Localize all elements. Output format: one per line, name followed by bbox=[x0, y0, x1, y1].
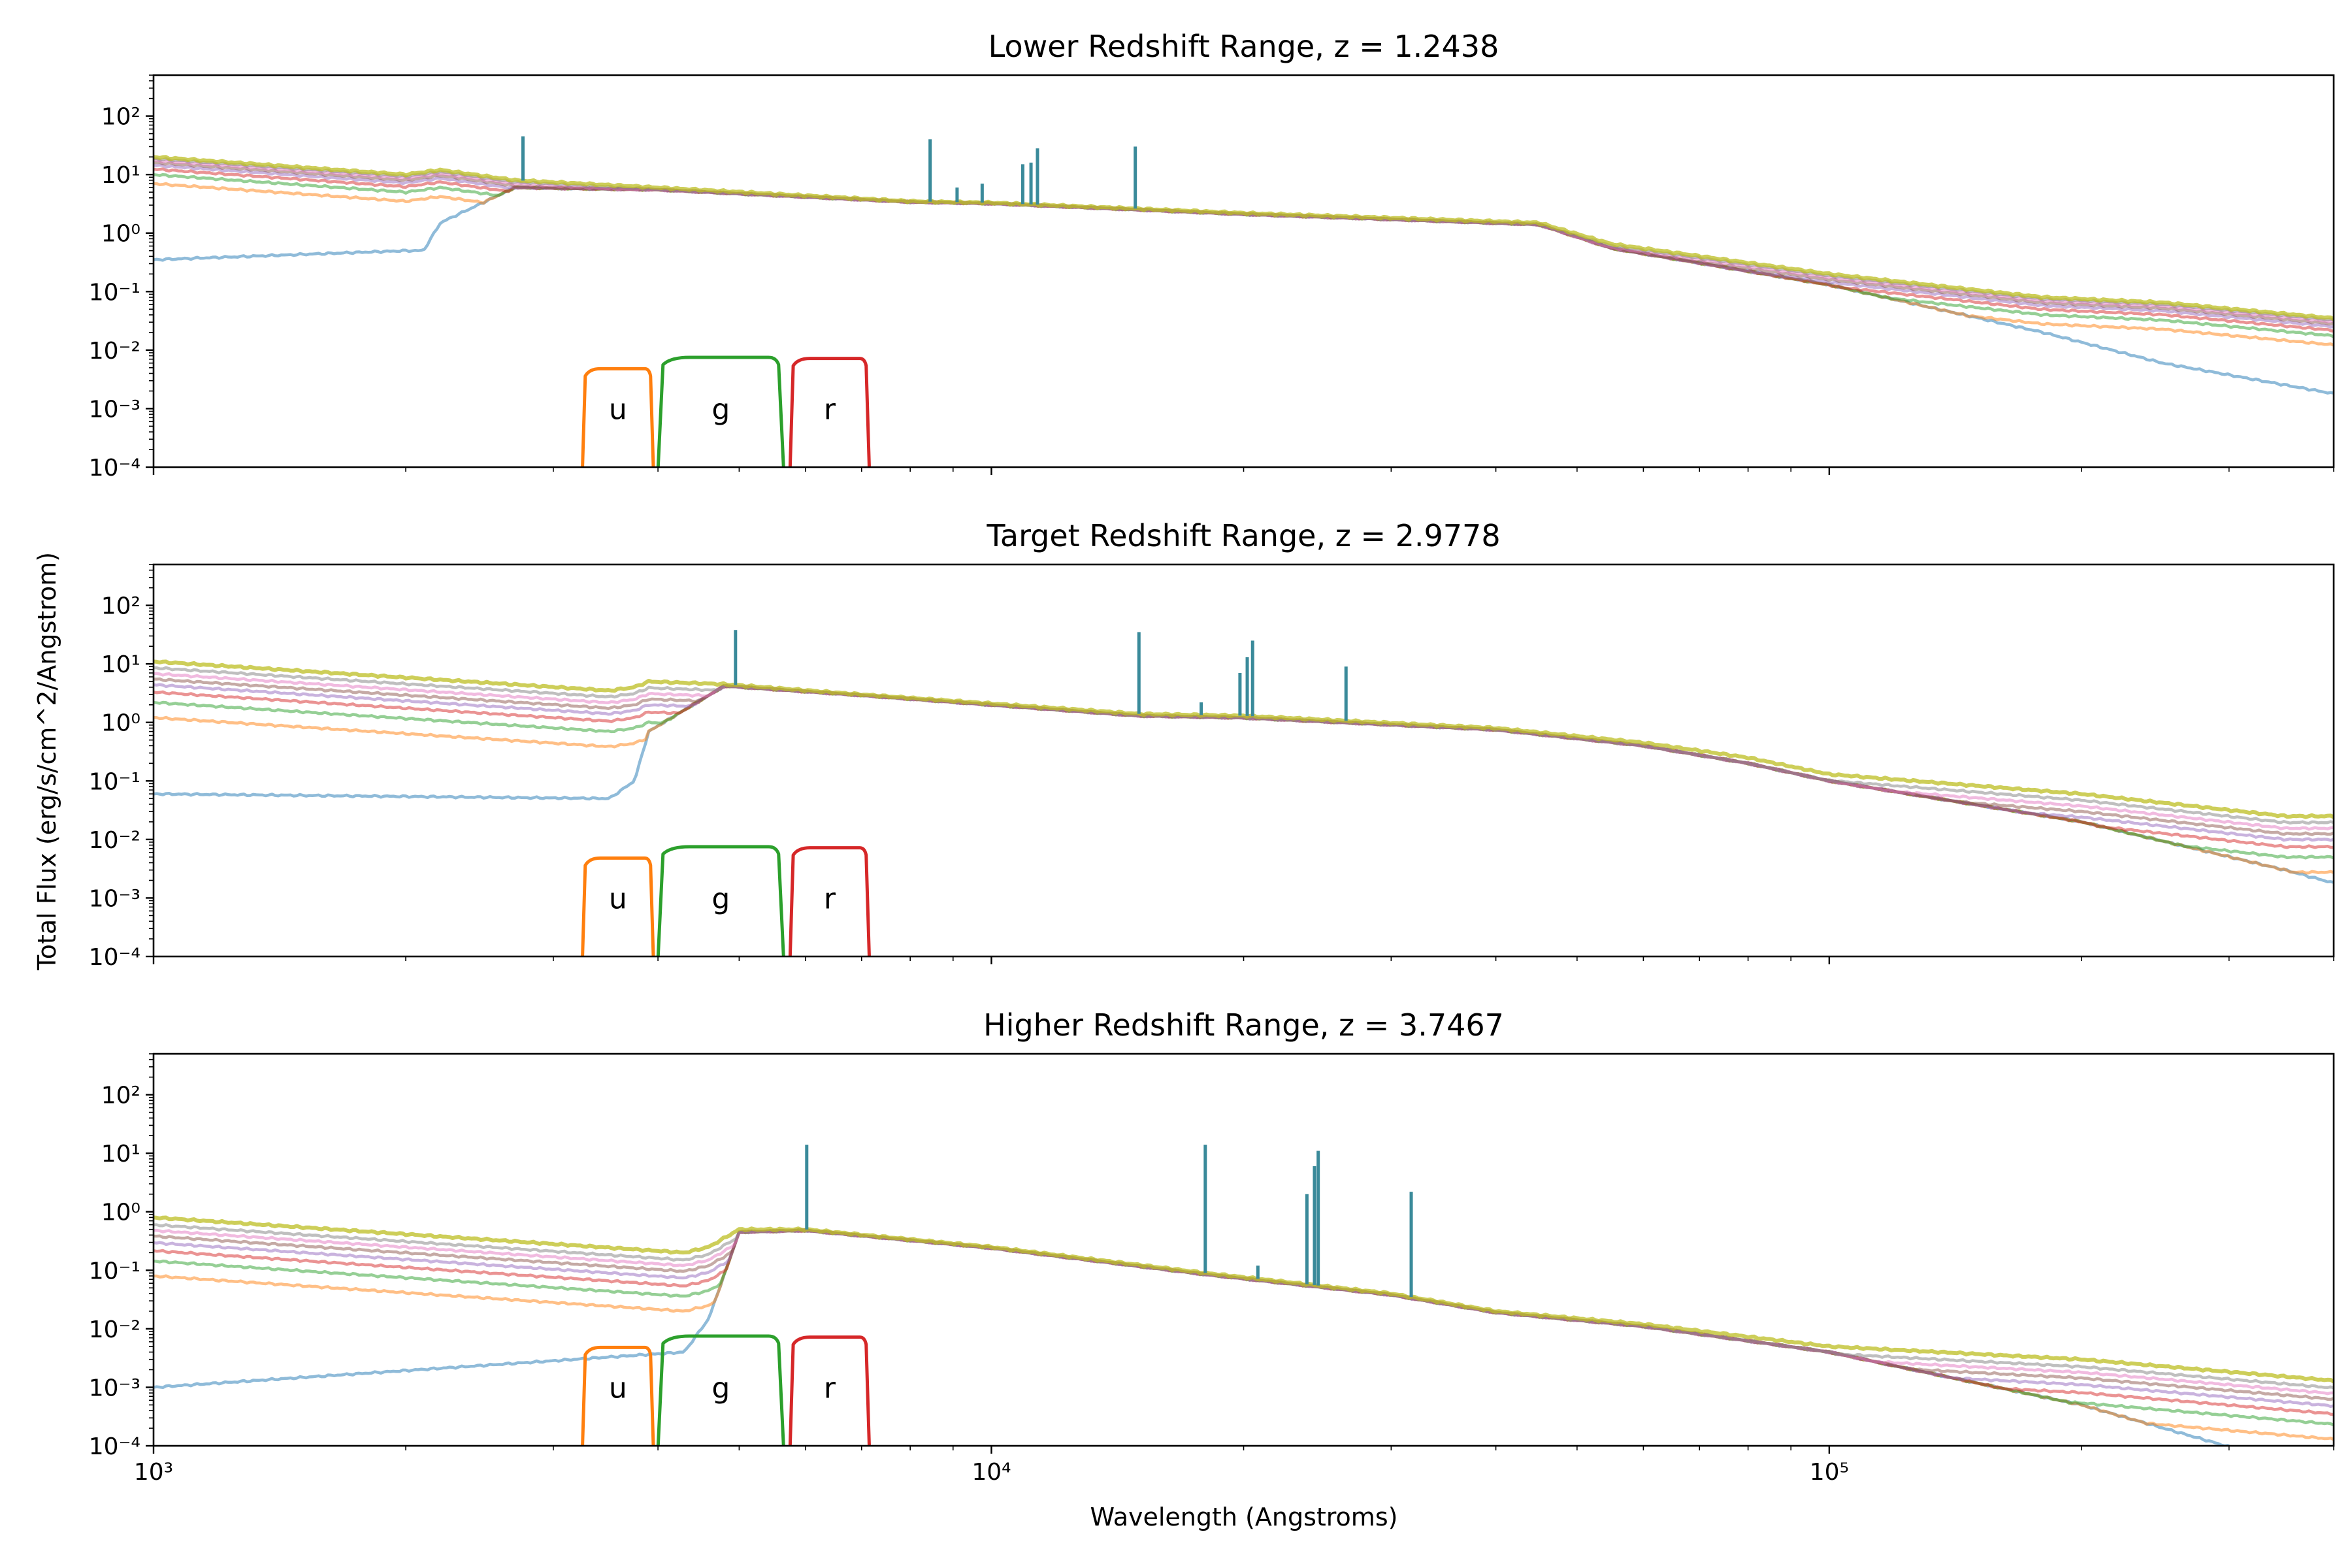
y-tick-label: 10⁻² bbox=[89, 338, 140, 365]
plot-area bbox=[154, 136, 2334, 467]
y-tick-label: 10⁻¹ bbox=[89, 279, 140, 306]
filter-label-u: u bbox=[609, 393, 627, 426]
filter-curve-r bbox=[788, 1335, 871, 1446]
y-tick-label: 10² bbox=[101, 593, 140, 620]
x-axis-label: Wavelength (Angstroms) bbox=[1090, 1503, 1398, 1531]
y-tick-label: 10⁻³ bbox=[89, 1375, 140, 1401]
filter-curve-r bbox=[788, 357, 871, 467]
filter-label-g: g bbox=[711, 882, 730, 915]
x-tick-label: 10⁴ bbox=[972, 1459, 1011, 1486]
plot-area bbox=[154, 630, 2334, 956]
filter-label-u: u bbox=[609, 1371, 627, 1405]
plot-area bbox=[154, 1145, 2334, 1446]
y-tick-label: 10¹ bbox=[101, 162, 140, 189]
y-axis-label: Total Flux (erg/s/cm^2/Angstrom) bbox=[33, 552, 61, 971]
panel-1: Lower Redshift Range, z = 1.2438 u g r 10⁻⁴ 1… bbox=[89, 29, 2335, 482]
y-tick-label: 10² bbox=[101, 104, 140, 131]
y-tick-label: 10⁰ bbox=[101, 710, 140, 737]
filter-curve-u bbox=[581, 856, 655, 956]
y-tick-label: 10⁰ bbox=[101, 1200, 140, 1226]
filter-curve-u bbox=[581, 1345, 655, 1446]
filter-label-u: u bbox=[609, 882, 627, 915]
y-tick-label: 10¹ bbox=[101, 1141, 140, 1168]
sed-series-8 bbox=[154, 155, 2334, 321]
filter-curve-g bbox=[656, 1334, 785, 1446]
filter-label-r: r bbox=[824, 393, 836, 426]
y-tick-label: 10⁻² bbox=[89, 827, 140, 854]
sed-series-8 bbox=[154, 659, 2334, 819]
filter-label-g: g bbox=[711, 393, 730, 426]
y-tick-label: 10⁻⁴ bbox=[89, 1433, 140, 1460]
y-tick-label: 10⁻³ bbox=[89, 396, 140, 423]
y-tick-label: 10⁻³ bbox=[89, 885, 140, 912]
filter-curve-u bbox=[581, 367, 655, 467]
filter-label-r: r bbox=[824, 882, 836, 915]
y-tick-label: 10⁻⁴ bbox=[89, 455, 140, 482]
y-tick-label: 10⁻⁴ bbox=[89, 944, 140, 971]
panel-title: Lower Redshift Range, z = 1.2438 bbox=[988, 29, 1499, 64]
x-tick-label: 10³ bbox=[134, 1459, 173, 1486]
sed-series-8 bbox=[154, 1215, 2334, 1384]
y-tick-label: 10⁻¹ bbox=[89, 768, 140, 795]
y-tick-label: 10² bbox=[101, 1083, 140, 1109]
panel-3: Higher Redshift Range, z = 3.7467 u g r 10⁻⁴… bbox=[89, 1007, 2335, 1486]
filter-label-g: g bbox=[711, 1371, 730, 1405]
y-tick-label: 10⁻² bbox=[89, 1316, 140, 1343]
filter-curve-g bbox=[656, 845, 785, 956]
filter-curve-r bbox=[788, 846, 871, 956]
filter-label-r: r bbox=[824, 1371, 836, 1405]
y-tick-label: 10⁰ bbox=[101, 221, 140, 248]
panel-title: Target Redshift Range, z = 2.9778 bbox=[986, 518, 1500, 553]
panel-2: Target Redshift Range, z = 2.9778 u g r 10⁻⁴… bbox=[89, 518, 2335, 971]
y-tick-label: 10¹ bbox=[101, 651, 140, 678]
filter-curve-g bbox=[656, 355, 785, 467]
panel-title: Higher Redshift Range, z = 3.7467 bbox=[983, 1007, 1504, 1043]
x-tick-label: 10⁵ bbox=[1810, 1459, 1849, 1486]
y-tick-label: 10⁻¹ bbox=[89, 1258, 140, 1284]
